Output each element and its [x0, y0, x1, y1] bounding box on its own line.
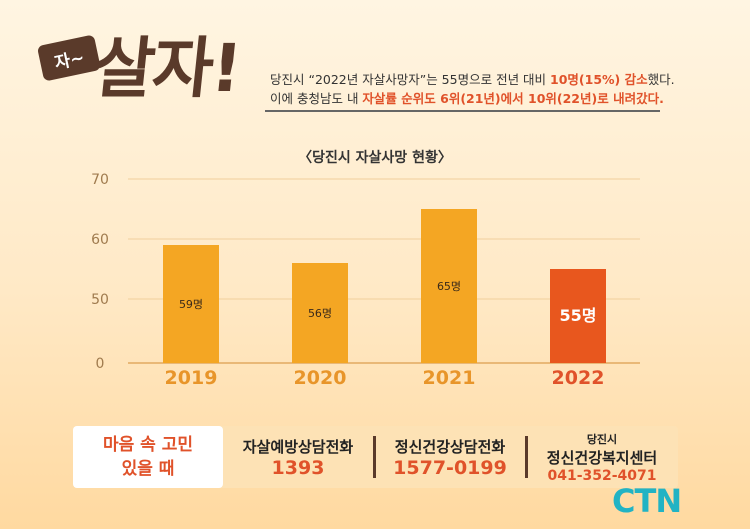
hotline-sublabel: 당진시: [586, 432, 618, 446]
y-tick-label: 0: [96, 356, 105, 372]
bar-data-label: 56명: [308, 307, 332, 320]
footer-callout-line-1: 마음 속 고민: [102, 435, 194, 455]
header-divider: [265, 110, 660, 112]
headline-line-2: 이에 충청남도 내 자살률 순위도 6위(21년)에서 10위(22년)로 내려…: [270, 88, 664, 107]
headline-line-1-end: 했다.: [647, 72, 675, 87]
bar: [550, 269, 606, 363]
hotline-number: 041-352-4071: [547, 467, 657, 484]
footer-divider: [525, 436, 528, 478]
headline-line-1-highlight: 10명(15%) 감소: [550, 72, 648, 87]
headline-line-2-text: 이에 충청남도 내: [270, 91, 363, 106]
hotline-mental-health: 정신건강상담전화 1577-0199: [380, 426, 520, 488]
footer-callout-line-2: 있을 때: [121, 459, 175, 479]
footer-callout: 마음 속 고민 있을 때: [73, 426, 223, 488]
headline-line-1: 당진시 “2022년 자살사망자”는 55명으로 전년 대비 10명(15%) …: [270, 69, 675, 88]
headline-line-1-text: 당진시 “2022년 자살사망자”는 55명으로 전년 대비: [270, 72, 551, 87]
headline-line-2-highlight: 자살률 순위도 6위(21년)에서 10위(22년)로 내려갔다.: [362, 91, 664, 106]
x-tick-label: 2019: [165, 367, 218, 389]
bar-data-label: 59명: [179, 298, 203, 311]
footer-divider: [373, 436, 376, 478]
hotline-suicide-prevention: 자살예방상담전화 1393: [228, 426, 368, 488]
ctn-logo: CTN: [612, 482, 682, 520]
hotline-number: 1577-0199: [393, 456, 507, 479]
bar: [421, 209, 477, 363]
bar-data-label: 65명: [437, 280, 461, 293]
hotline-welfare-center: 당진시 정신건강복지센터 041-352-4071: [532, 426, 672, 488]
bar-data-label: 55명: [560, 306, 597, 325]
hotline-label: 자살예방상담전화: [242, 437, 354, 456]
x-tick-label: 2020: [294, 367, 347, 389]
hotline-number: 1393: [271, 456, 325, 479]
hotline-label: 정신건강상담전화: [394, 437, 506, 456]
x-tick-label: 2022: [552, 367, 605, 389]
bar: [292, 263, 348, 363]
y-tick-label: 70: [91, 172, 109, 188]
x-tick-label: 2021: [423, 367, 476, 389]
bar-chart: 0 50 60 70 59명 2019 56명 2020 65명 2021 55명 2022: [91, 172, 640, 389]
y-tick-label: 50: [91, 292, 109, 308]
hotline-label: 정신건강복지센터: [546, 448, 658, 467]
bar: [163, 245, 219, 363]
chart-title: 〈당진시 자살사망 현황〉: [298, 150, 452, 166]
y-tick-label: 60: [91, 232, 109, 248]
